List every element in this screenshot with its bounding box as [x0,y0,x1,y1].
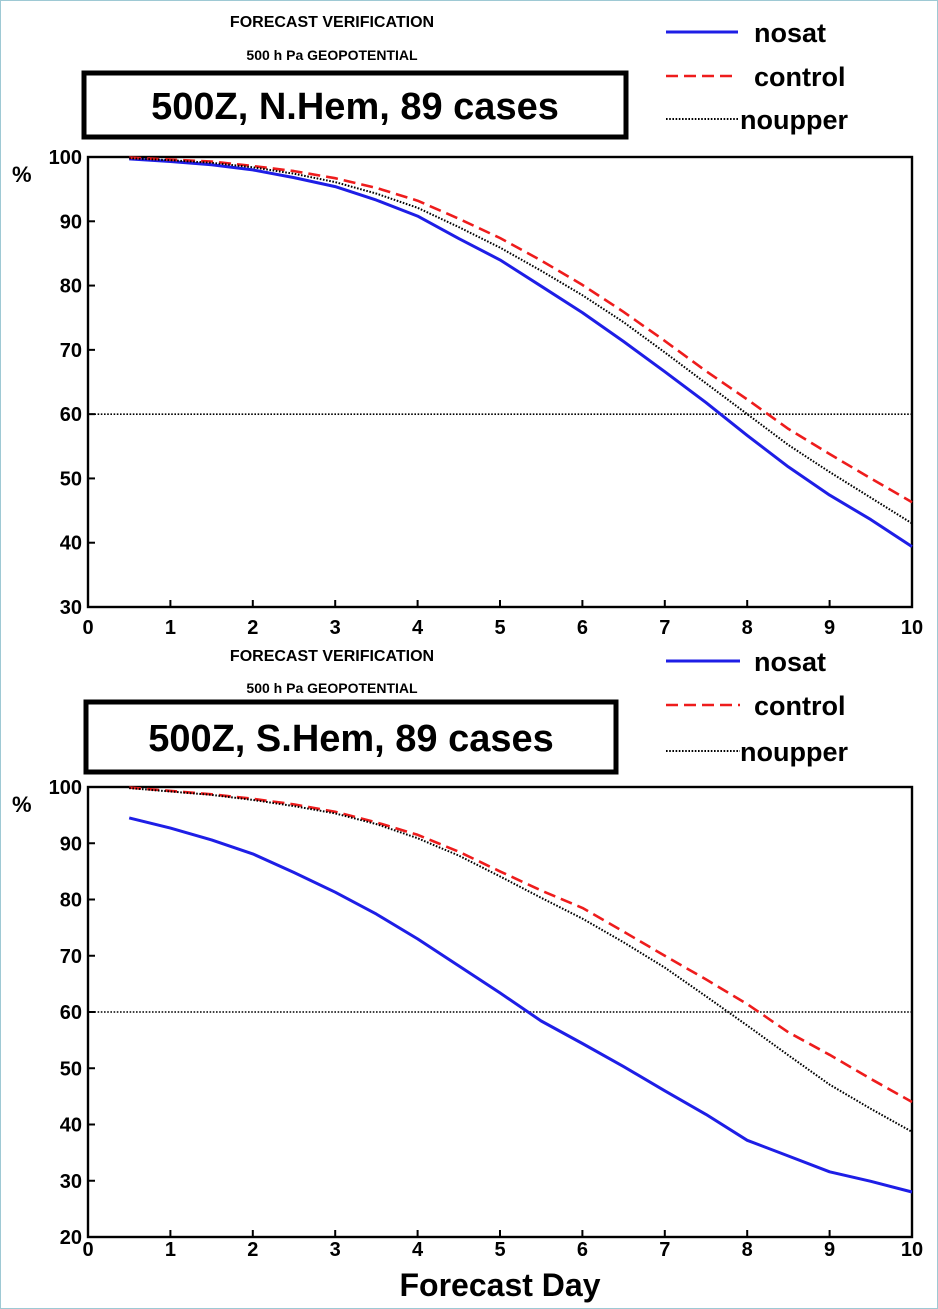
chart-subtitle: 500 h Pa GEOPOTENTIAL [246,680,418,696]
x-tick-label: 8 [742,617,753,639]
y-tick-label: 60 [60,1002,82,1024]
y-tick-label: 80 [60,276,82,298]
series-line-control [129,786,913,1104]
series-line-control [129,156,913,504]
x-tick-label: 1 [165,617,176,639]
series-line-noupper [129,787,913,1133]
chart-panel-1: FORECAST VERIFICATION 500 h Pa GEOPOTENTI… [12,14,923,639]
y-tick-label: 100 [49,147,82,169]
y-tick-label: 50 [60,1058,82,1080]
y-tick-label: 30 [60,1171,82,1193]
y-tick-label: 90 [60,211,82,233]
y-tick-label: 60 [60,404,82,426]
y-tick-label: 40 [60,1115,82,1137]
legend-label-noupper: noupper [740,737,848,767]
y-tick-label: 20 [60,1227,82,1249]
case-label-box [83,699,619,775]
y-axis-unit: % [12,792,32,817]
x-tick-label: 5 [494,1239,505,1261]
x-tick-label: 10 [901,617,923,639]
case-label-text: 500Z, S.Hem, 89 cases [148,718,554,760]
y-tick-label: 50 [60,468,82,490]
chart-title: FORECAST VERIFICATION [230,648,434,665]
x-tick-label: 8 [742,1239,753,1261]
x-tick-label: 10 [901,1239,923,1261]
y-tick-label: 70 [60,946,82,968]
x-tick-label: 9 [824,617,835,639]
x-tick-label: 5 [494,617,505,639]
x-tick-label: 0 [82,1239,93,1261]
x-tick-label: 0 [82,617,93,639]
y-axis-unit: % [12,162,32,187]
y-tick-label: 30 [60,597,82,619]
y-tick-label: 100 [49,777,82,799]
series-line-nosat [129,157,913,548]
x-tick-label: 7 [659,617,670,639]
plot-area [86,785,914,1239]
legend-label-control: control [754,691,846,721]
chart-subtitle: 500 h Pa GEOPOTENTIAL [246,47,418,63]
y-tick-label: 40 [60,533,82,555]
x-axis-label: Forecast Day [400,1267,601,1303]
legend-label-nosat: nosat [754,18,826,48]
plot-area [86,155,914,609]
series-line-nosat [128,816,913,1194]
y-tick-label: 80 [60,890,82,912]
case-label-text: 500Z, N.Hem, 89 cases [151,86,559,128]
chart-title: FORECAST VERIFICATION [230,14,434,31]
x-tick-label: 4 [412,1239,424,1261]
x-tick-label: 6 [577,617,588,639]
x-tick-label: 3 [330,1239,341,1261]
x-tick-label: 1 [165,1239,176,1261]
y-tick-label: 70 [60,340,82,362]
y-tick-label: 90 [60,833,82,855]
x-tick-label: 4 [412,617,424,639]
legend-label-noupper: noupper [740,105,848,135]
chart-panel-2: FORECAST VERIFICATION 500 h Pa GEOPOTENTI… [12,647,923,1303]
x-tick-label: 2 [247,617,258,639]
legend-label-nosat: nosat [754,647,826,677]
x-tick-label: 9 [824,1239,835,1261]
case-label-box [81,70,629,140]
series-line-noupper [129,157,913,525]
x-tick-label: 3 [330,617,341,639]
legend-label-control: control [754,62,846,92]
x-tick-label: 6 [577,1239,588,1261]
x-tick-label: 7 [659,1239,670,1261]
x-tick-label: 2 [247,1239,258,1261]
